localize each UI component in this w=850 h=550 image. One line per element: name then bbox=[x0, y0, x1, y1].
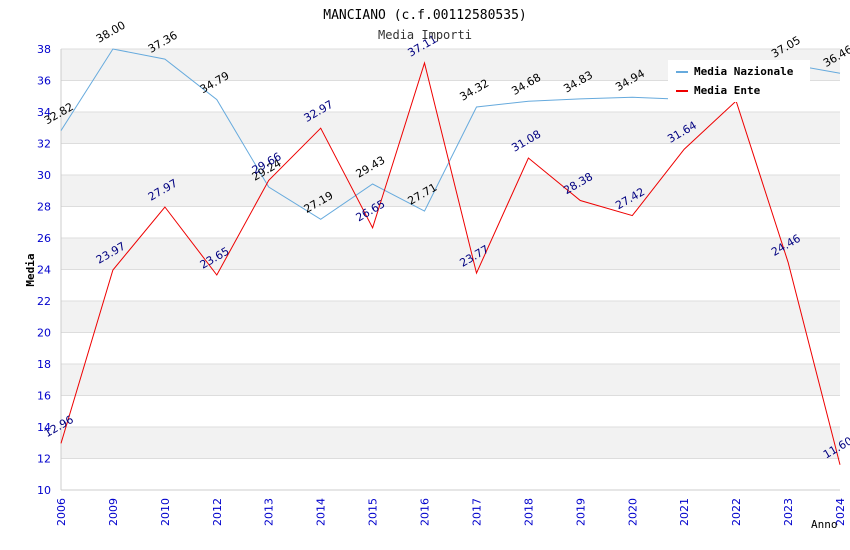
x-tick-label: 2013 bbox=[263, 498, 276, 526]
y-tick-label: 22 bbox=[37, 295, 51, 308]
grid-bands bbox=[61, 49, 840, 459]
x-tick-label: 2018 bbox=[522, 498, 535, 526]
y-tick-label: 14 bbox=[37, 421, 51, 434]
chart-title: MANCIANO (c.f.00112580535) bbox=[323, 8, 527, 23]
grid-band bbox=[61, 301, 840, 333]
y-tick-label: 12 bbox=[37, 453, 51, 466]
x-tick-label: 2020 bbox=[626, 498, 639, 526]
axes bbox=[60, 49, 840, 491]
grid-band bbox=[61, 364, 840, 396]
series-line-ente bbox=[60, 61, 841, 465]
grid-lines bbox=[61, 48, 840, 491]
x-tick-label: 2023 bbox=[782, 498, 795, 526]
x-axis-label: Anno bbox=[811, 518, 838, 531]
y-tick-label: 26 bbox=[37, 232, 51, 245]
grid-band bbox=[61, 112, 840, 144]
legend: Media Nazionale Media Ente bbox=[668, 60, 810, 102]
y-tick-label: 18 bbox=[37, 358, 51, 371]
x-tick-label: 2014 bbox=[315, 498, 328, 526]
y-tick-label: 10 bbox=[37, 484, 51, 497]
y-axis-label: Media bbox=[24, 253, 37, 286]
x-tick-label: 2010 bbox=[159, 498, 172, 526]
x-tick-label: 2015 bbox=[367, 498, 380, 526]
x-tick-label: 2021 bbox=[678, 498, 691, 526]
grid-band bbox=[61, 427, 840, 459]
y-tick-label: 24 bbox=[37, 264, 51, 277]
y-tick-labels: 10 12 14 16 18 20 22 24 26 28 30 32 34 36 38 bbox=[37, 43, 51, 497]
x-tick-labels: 2006 2009 2010 2012 2013 2014 2015 2016 2017 2018… bbox=[55, 498, 847, 526]
y-tick-label: 20 bbox=[37, 327, 51, 340]
x-tick-label: 2019 bbox=[574, 498, 587, 526]
grid-band bbox=[61, 238, 840, 270]
x-tick-label: 2017 bbox=[470, 498, 483, 526]
x-tick-label: 2024 bbox=[834, 498, 847, 526]
y-tick-label: 32 bbox=[37, 138, 51, 151]
y-tick-label: 16 bbox=[37, 390, 51, 403]
y-tick-label: 38 bbox=[37, 43, 51, 56]
x-tick-label: 2022 bbox=[730, 498, 743, 526]
y-tick-label: 30 bbox=[37, 169, 51, 182]
grid-band bbox=[61, 175, 840, 207]
y-tick-label: 36 bbox=[37, 75, 51, 88]
legend-label-ente: Media Ente bbox=[694, 84, 761, 97]
y-tick-label: 28 bbox=[37, 201, 51, 214]
legend-box bbox=[668, 60, 810, 102]
x-tick-label: 2009 bbox=[107, 498, 120, 526]
x-tick-label: 2016 bbox=[419, 498, 432, 526]
data-label-nazionale: 38.00 bbox=[94, 19, 128, 46]
legend-label-nazionale: Media Nazionale bbox=[694, 65, 794, 78]
x-tick-label: 2012 bbox=[211, 498, 224, 526]
y-tick-label: 34 bbox=[37, 106, 51, 119]
chart-subtitle: Media Importi bbox=[378, 28, 472, 42]
x-tick-label: 2006 bbox=[55, 498, 68, 526]
